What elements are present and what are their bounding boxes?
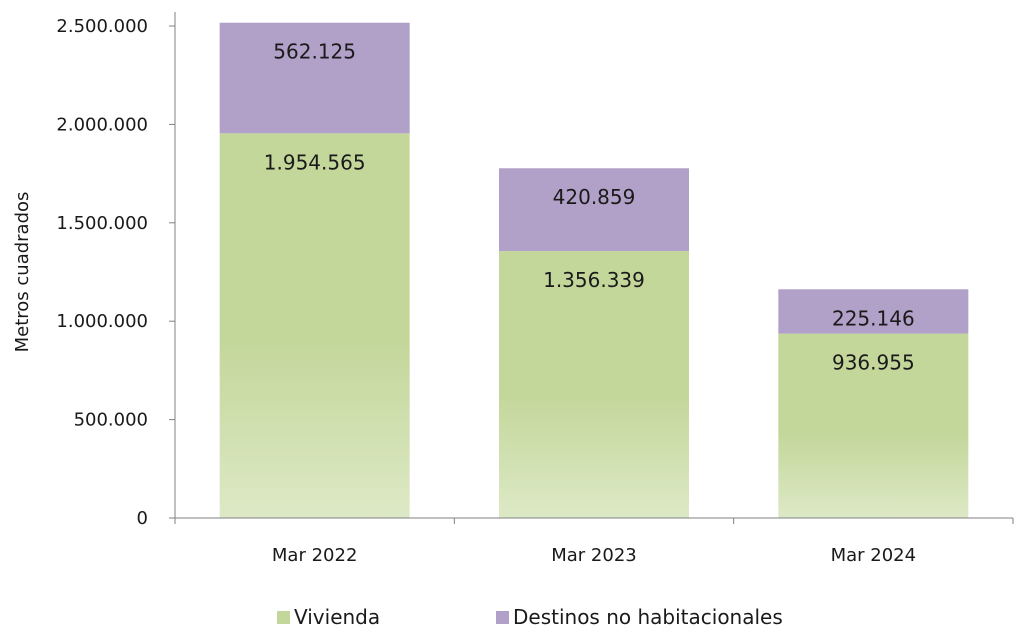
y-tick-label: 2.500.000 [56, 16, 148, 37]
bar-vivienda [219, 133, 410, 518]
x-category-label: Mar 2023 [551, 545, 637, 566]
y-tick-label: 2.000.000 [56, 114, 148, 135]
x-ticks-group: Mar 2022 Mar 2023 Mar 2024 [174, 518, 1014, 566]
y-tick-label: 500.000 [74, 410, 148, 431]
legend-label: Destinos no habitacionales [513, 605, 783, 629]
bar-vivienda [778, 333, 969, 518]
y-tick-label: 1.500.000 [56, 213, 148, 234]
legend-swatch [277, 611, 290, 624]
x-category-label: Mar 2024 [831, 545, 917, 566]
y-tick-label: 0 [137, 508, 148, 529]
data-label-vivienda: 936.955 [832, 351, 915, 375]
data-label-destinos-no-habitacionales: 420.859 [553, 185, 636, 209]
bar-destinos-no-habitacionales [778, 289, 969, 334]
y-ticks-group: 0 500.000 1.000.000 1.500.000 2.000.000 2.500… [56, 16, 175, 529]
y-axis-title: Metros cuadrados [12, 192, 33, 353]
bar-destinos-no-habitacionales [219, 22, 410, 134]
bars-group [219, 22, 969, 518]
legend-swatch [496, 611, 509, 624]
data-labels-group: 1.954.565 562.125 1.356.339 420.859 936.955 2… [264, 40, 915, 375]
legend-item-destinos-no-habitacionales: Destinos no habitacionales [496, 605, 783, 629]
legend-item-vivienda: Vivienda [277, 605, 380, 629]
data-label-destinos-no-habitacionales: 562.125 [273, 40, 356, 64]
axes-group [174, 12, 1013, 519]
data-label-vivienda: 1.356.339 [543, 268, 645, 292]
y-tick-label: 1.000.000 [56, 311, 148, 332]
x-category-label: Mar 2022 [272, 545, 358, 566]
legend-label: Vivienda [294, 605, 380, 629]
legend: Vivienda Destinos no habitacionales [277, 605, 783, 629]
data-label-destinos-no-habitacionales: 225.146 [832, 306, 915, 330]
bar-destinos-no-habitacionales [499, 168, 689, 252]
bar-vivienda [499, 251, 689, 518]
data-label-vivienda: 1.954.565 [264, 150, 366, 174]
